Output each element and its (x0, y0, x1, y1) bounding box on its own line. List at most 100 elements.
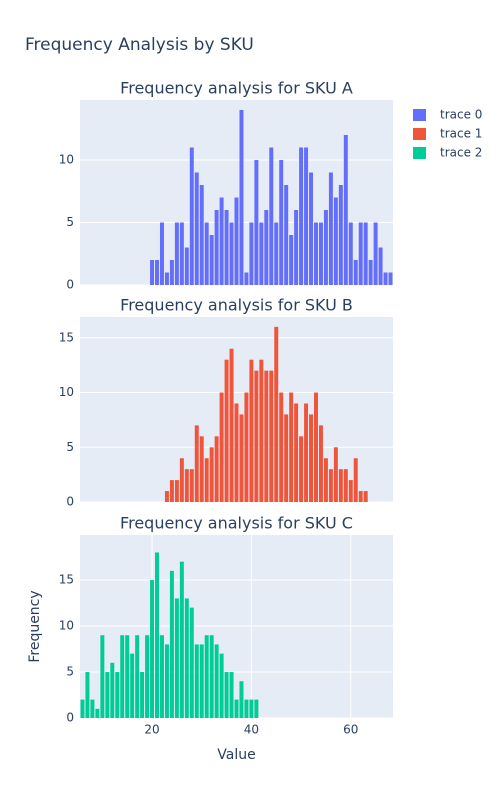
subplot-title: Frequency analysis for SKU B (120, 296, 353, 315)
bar (179, 458, 184, 502)
bar (174, 598, 179, 718)
bar (234, 197, 239, 285)
bar (214, 436, 219, 502)
subplot-title: Frequency analysis for SKU A (120, 79, 353, 98)
bar (169, 260, 174, 285)
bar (234, 699, 239, 718)
bar (323, 458, 328, 502)
bar (189, 147, 194, 285)
bar (140, 672, 145, 718)
bar (269, 370, 274, 502)
bar (234, 403, 239, 502)
bar (209, 235, 214, 285)
bar (279, 160, 284, 285)
bar (284, 185, 289, 285)
bar (239, 110, 244, 285)
bar (388, 272, 393, 285)
bar (199, 436, 204, 502)
bars (80, 552, 259, 718)
bar (244, 392, 249, 502)
bars (164, 326, 368, 502)
bar (125, 635, 130, 718)
y-tick-label: 5 (66, 215, 74, 229)
bars (150, 110, 393, 285)
bar (100, 635, 105, 718)
x-tick-label: 20 (144, 723, 159, 737)
bar (209, 635, 214, 718)
bar (189, 469, 194, 502)
figure-title: Frequency Analysis by SKU (25, 35, 254, 55)
subplot-title: Frequency analysis for SKU C (120, 514, 353, 533)
bar (254, 160, 259, 285)
bar (159, 635, 164, 718)
bar (209, 447, 214, 502)
bar (80, 699, 85, 718)
bar (229, 672, 234, 718)
bar (249, 222, 254, 285)
bar (289, 235, 294, 285)
bar (259, 359, 264, 502)
bar (294, 403, 299, 502)
bar (318, 222, 323, 285)
y-tick-label: 0 (66, 278, 74, 292)
bar (164, 272, 169, 285)
bar (358, 491, 363, 502)
bar (383, 272, 388, 285)
bar (343, 469, 348, 502)
y-tick-label: 15 (59, 573, 74, 587)
bar (115, 672, 120, 718)
bar (249, 699, 254, 718)
bar (224, 210, 229, 285)
y-tick-label: 5 (66, 440, 74, 454)
bar (323, 210, 328, 285)
bar (199, 644, 204, 718)
bar (338, 185, 343, 285)
bar (219, 653, 224, 718)
bar (194, 172, 199, 285)
bar (204, 222, 209, 285)
bar (343, 135, 348, 285)
bar (294, 210, 299, 285)
bar (259, 222, 264, 285)
bar (249, 359, 254, 502)
bar (204, 635, 209, 718)
y-tick-label: 15 (59, 330, 74, 344)
bar (194, 425, 199, 502)
bar (373, 222, 378, 285)
bar (328, 469, 333, 502)
bar (110, 662, 115, 718)
x-axis-label: Value (217, 747, 255, 763)
bar (244, 272, 249, 285)
bar (363, 491, 368, 502)
bar (214, 210, 219, 285)
bar (368, 260, 373, 285)
y-axis-label: Frequency (27, 590, 43, 662)
bar (184, 598, 189, 718)
bar (299, 436, 304, 502)
bar (229, 348, 234, 502)
bar (274, 222, 279, 285)
bar (333, 447, 338, 502)
bar (318, 425, 323, 502)
y-tick-label: 10 (59, 385, 74, 399)
y-tick-label: 0 (66, 711, 74, 725)
legend-label: trace 0 (440, 108, 482, 122)
bar (150, 580, 155, 718)
bar (105, 672, 110, 718)
legend-label: trace 2 (440, 146, 482, 160)
bar (174, 222, 179, 285)
bar (155, 552, 159, 718)
bar (85, 672, 90, 718)
bar (169, 480, 174, 502)
bar (90, 699, 95, 718)
bar (95, 708, 100, 718)
bar (184, 469, 189, 502)
bar (353, 458, 358, 502)
bar (239, 414, 244, 502)
bar (274, 326, 279, 502)
bar (254, 370, 259, 502)
bar (224, 359, 229, 502)
bar (254, 699, 259, 718)
x-tick-label: 60 (343, 723, 358, 737)
bar (244, 699, 249, 718)
